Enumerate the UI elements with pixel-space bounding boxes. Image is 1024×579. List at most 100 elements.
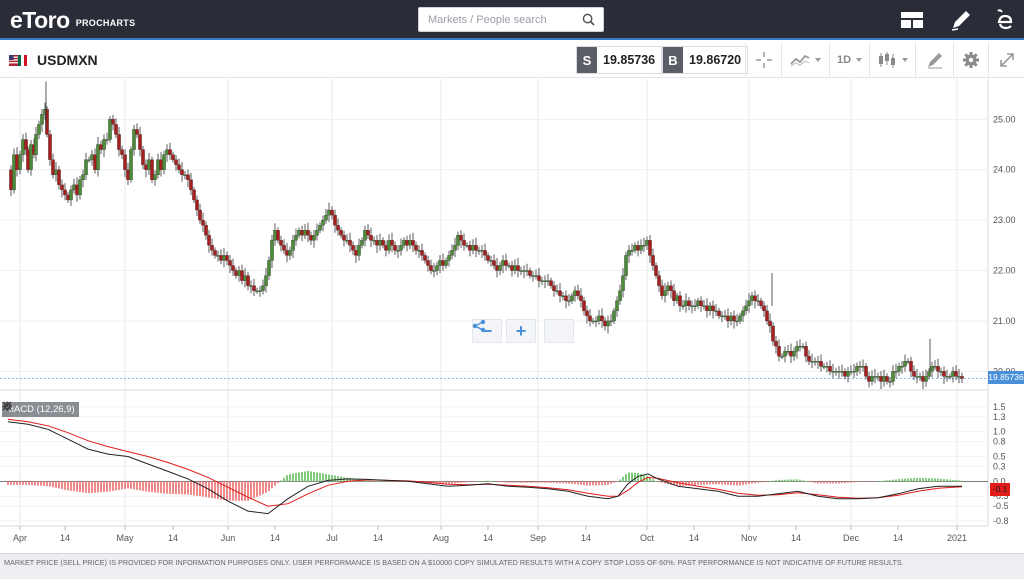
- macd-histogram-bar: [748, 481, 750, 484]
- candle-body: [846, 371, 850, 377]
- candle-body: [426, 260, 430, 266]
- macd-histogram-bar: [907, 478, 909, 482]
- candle-body: [105, 139, 109, 141]
- candle: [84, 152, 88, 181]
- pencil-icon[interactable]: [948, 7, 974, 33]
- candle: [279, 235, 283, 252]
- macd-histogram-bar: [181, 481, 183, 495]
- search-icon[interactable]: [582, 13, 595, 26]
- candle: [450, 244, 454, 260]
- candle-body: [81, 174, 85, 180]
- candle: [66, 191, 70, 203]
- candles-button[interactable]: [869, 42, 915, 78]
- macd-histogram-bar: [280, 480, 282, 482]
- candle: [78, 176, 82, 200]
- sell-price-button[interactable]: S 19.85736: [576, 46, 663, 74]
- candle-body: [411, 240, 415, 246]
- time-axis: Apr 14 May 14 Jun 14 Jul 14 Aug 14 Sep 14 Oct 14 Nov 14…: [13, 526, 967, 543]
- candle: [345, 234, 349, 245]
- candle-body: [597, 315, 601, 322]
- candle: [54, 162, 58, 182]
- macd-tick-label: -0.3: [993, 491, 1009, 501]
- drawing-tools-button[interactable]: [915, 42, 953, 78]
- zoom-in-button[interactable]: +: [506, 319, 536, 343]
- candle-body: [135, 129, 139, 135]
- candle: [411, 232, 415, 253]
- crosshair-button[interactable]: [745, 42, 781, 78]
- candle: [636, 240, 640, 257]
- candle-body: [927, 371, 931, 377]
- candle: [711, 300, 715, 319]
- candle: [183, 170, 187, 180]
- time-tick-label: Dec: [843, 533, 860, 543]
- candle-body: [630, 250, 634, 252]
- chart-type-button[interactable]: [781, 42, 829, 78]
- timeframe-dropdown[interactable]: 1D: [829, 42, 869, 78]
- zoom-out-button[interactable]: −: [472, 319, 502, 343]
- candle: [90, 150, 94, 166]
- candle: [426, 255, 430, 272]
- candle-body: [162, 154, 166, 170]
- etoro-e-icon[interactable]: [992, 7, 1018, 33]
- candle-body: [327, 209, 331, 216]
- candle-body: [714, 310, 718, 313]
- candle-body: [690, 305, 694, 307]
- buy-price-button[interactable]: B 19.86720: [662, 46, 749, 74]
- candle: [99, 140, 103, 155]
- etoro-logo[interactable]: eToro PROCHARTS: [10, 7, 135, 33]
- candle-body: [93, 154, 97, 170]
- macd-histogram-bar: [211, 481, 213, 499]
- candle-body: [462, 240, 466, 246]
- candle-body: [474, 245, 478, 251]
- arrow-up-icon[interactable]: [3, 401, 105, 417]
- candle: [732, 310, 736, 329]
- candle-body: [750, 295, 754, 301]
- candle-body: [318, 225, 322, 231]
- candle-body: [369, 235, 373, 241]
- time-tick-label: Sep: [530, 533, 546, 543]
- candle: [327, 202, 331, 222]
- candle-body: [633, 245, 637, 251]
- macd-histogram-bar: [895, 479, 897, 482]
- fullscreen-button[interactable]: [988, 42, 1024, 78]
- settings-button[interactable]: [953, 42, 988, 78]
- candle-body: [270, 240, 274, 261]
- macd-indicator-label[interactable]: MACD (12,26,9): [2, 402, 79, 417]
- candle-body: [828, 366, 832, 372]
- candle-body: [324, 214, 328, 221]
- macd-histogram-bar: [958, 480, 960, 482]
- candle-body: [132, 129, 136, 150]
- macd-histogram-bar: [502, 481, 504, 483]
- macd-histogram-bar: [928, 478, 930, 482]
- candle-body: [822, 366, 826, 368]
- share-button[interactable]: [472, 319, 574, 343]
- macd-histogram-bar: [346, 477, 348, 482]
- candle-body: [303, 230, 307, 236]
- candle-body: [558, 290, 562, 296]
- candle: [300, 225, 304, 242]
- candle: [576, 284, 580, 300]
- candle-body: [180, 169, 184, 175]
- macd-histogram-bar: [88, 481, 90, 494]
- macd-histogram-bar: [781, 479, 783, 482]
- macd-histogram-bar: [373, 480, 375, 482]
- search-box[interactable]: [418, 7, 604, 32]
- candle: [693, 299, 697, 312]
- gear-icon[interactable]: [2, 401, 127, 417]
- macd-last-value-label: -0.1: [990, 483, 1010, 496]
- macd-histogram-bar: [766, 481, 768, 482]
- macd-histogram-bar: [325, 474, 327, 482]
- search-input[interactable]: [419, 8, 579, 31]
- macd-histogram-bar: [394, 481, 396, 482]
- candle: [867, 371, 871, 388]
- candle: [558, 283, 562, 303]
- layout-icon[interactable]: [899, 7, 925, 33]
- candle: [114, 118, 118, 139]
- candle-body: [306, 230, 310, 236]
- close-icon[interactable]: [2, 401, 149, 417]
- macd-histogram-bar: [565, 481, 567, 484]
- candle: [846, 366, 850, 383]
- time-tick-label: 14: [483, 533, 493, 543]
